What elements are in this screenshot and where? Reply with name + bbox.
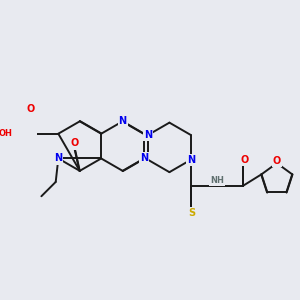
Text: N: N [118,116,127,126]
Text: O: O [273,156,281,166]
Text: O: O [70,139,79,148]
Text: N: N [54,154,62,164]
Text: O: O [240,155,248,165]
Text: N: N [144,130,152,140]
Text: OH: OH [0,129,12,138]
Text: O: O [27,104,35,114]
Text: S: S [189,208,196,218]
Text: NH: NH [210,176,224,184]
Text: N: N [187,155,195,165]
Text: N: N [140,154,148,164]
